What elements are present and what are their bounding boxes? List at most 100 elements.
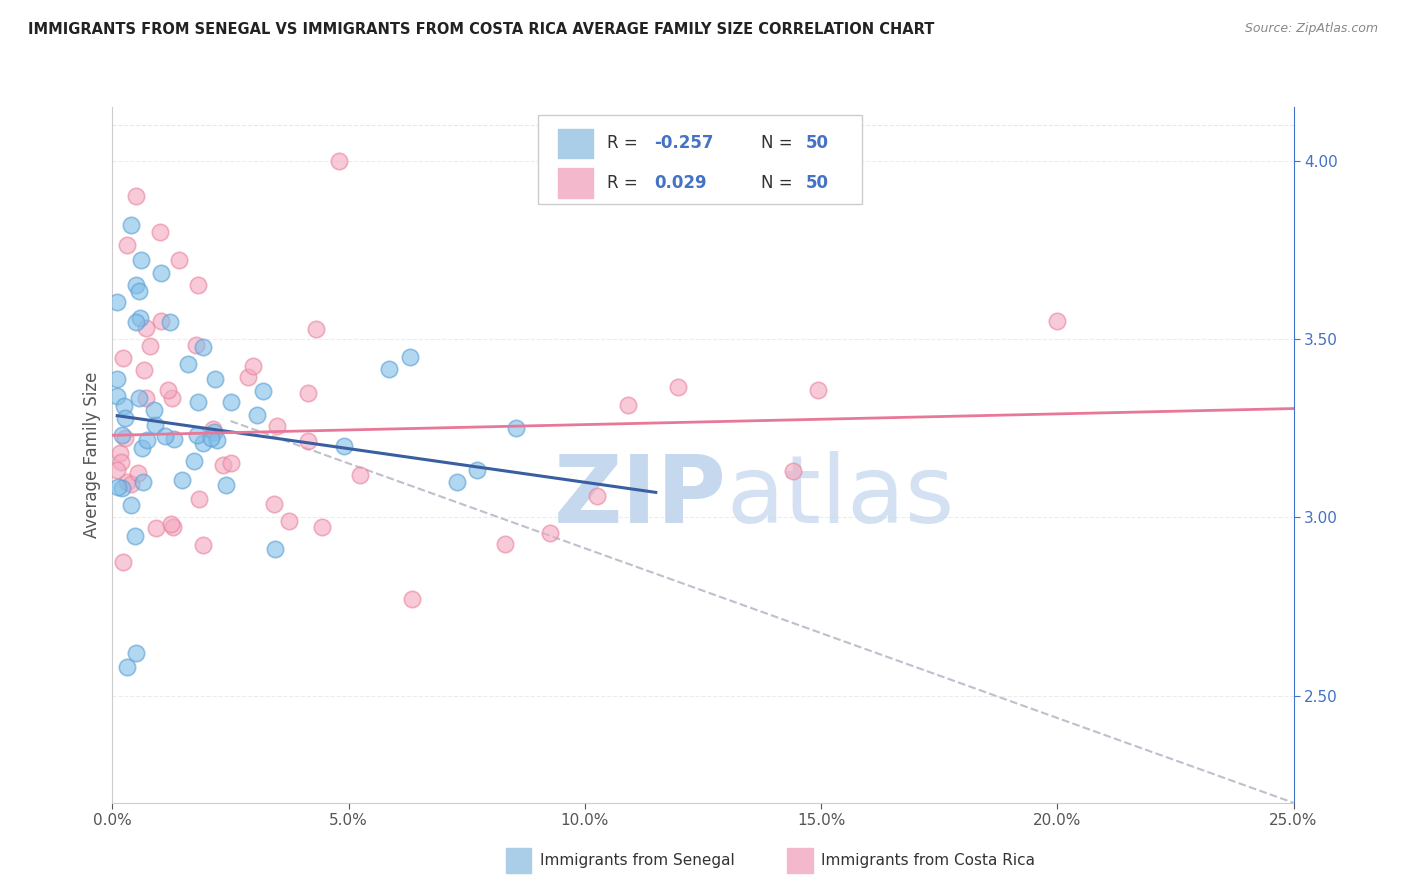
Point: [186, 278, 208, 293]
Text: R =: R =: [607, 135, 644, 153]
Point: [219, 394, 242, 409]
Point: [238, 370, 260, 384]
Point: [112, 399, 135, 413]
Point: [263, 497, 285, 511]
Point: [150, 266, 173, 280]
Point: [160, 391, 183, 405]
Text: R =: R =: [607, 174, 644, 192]
Text: IMMIGRANTS FROM SENEGAL VS IMMIGRANTS FROM COSTA RICA AVERAGE FAMILY SIZE CORREL: IMMIGRANTS FROM SENEGAL VS IMMIGRANTS FR…: [28, 22, 935, 37]
Point: [120, 476, 142, 491]
Point: [191, 538, 214, 552]
Point: [120, 218, 142, 232]
Point: [105, 372, 128, 386]
Point: [149, 314, 172, 328]
Text: 50: 50: [806, 174, 828, 192]
Text: Immigrants from Senegal: Immigrants from Senegal: [540, 854, 735, 868]
Point: [305, 322, 328, 336]
Point: [162, 520, 184, 534]
Point: [183, 453, 205, 467]
Point: [1046, 314, 1069, 328]
Point: [219, 456, 242, 470]
Point: [143, 402, 166, 417]
Point: [170, 473, 193, 487]
Point: [105, 389, 128, 403]
Point: [111, 482, 134, 496]
Text: Immigrants from Costa Rica: Immigrants from Costa Rica: [821, 854, 1035, 868]
Point: [115, 238, 138, 252]
Text: N =: N =: [761, 135, 797, 153]
Point: [202, 425, 225, 439]
Point: [311, 519, 333, 533]
Point: [111, 555, 134, 569]
Point: [266, 418, 288, 433]
Point: [211, 458, 233, 472]
Point: [117, 475, 139, 490]
Point: [114, 431, 136, 445]
Point: [186, 428, 208, 442]
Point: [187, 395, 209, 409]
Point: [806, 383, 828, 397]
Point: [125, 646, 148, 660]
Point: [246, 408, 269, 422]
Text: 0.029: 0.029: [655, 174, 707, 192]
FancyBboxPatch shape: [537, 115, 862, 204]
Point: [131, 475, 153, 490]
Point: [378, 361, 401, 376]
Point: [263, 541, 285, 556]
Bar: [558, 128, 593, 158]
Point: [215, 477, 238, 491]
Point: [129, 311, 152, 326]
Point: [193, 340, 215, 354]
Point: [107, 480, 129, 494]
Point: [204, 371, 226, 385]
Point: [187, 492, 209, 507]
Point: [127, 466, 149, 480]
Point: [111, 351, 134, 365]
Text: N =: N =: [761, 174, 797, 192]
Point: [399, 350, 422, 364]
Text: Source: ZipAtlas.com: Source: ZipAtlas.com: [1244, 22, 1378, 36]
Point: [252, 384, 274, 398]
Point: [125, 278, 148, 293]
Point: [153, 429, 176, 443]
Point: [125, 189, 148, 203]
Point: [145, 521, 167, 535]
Point: [177, 357, 200, 371]
Point: [328, 153, 350, 168]
Point: [160, 516, 183, 531]
Point: [585, 489, 607, 503]
Text: atlas: atlas: [727, 450, 955, 542]
Point: [138, 339, 160, 353]
Point: [201, 422, 224, 436]
Point: [134, 320, 156, 334]
Point: [349, 468, 371, 483]
Point: [297, 386, 319, 401]
Point: [125, 314, 148, 328]
Point: [333, 439, 356, 453]
Point: [297, 434, 319, 448]
Text: -0.257: -0.257: [655, 135, 714, 153]
Point: [494, 537, 516, 551]
Point: [465, 463, 488, 477]
Point: [156, 383, 179, 397]
Text: 50: 50: [806, 135, 828, 153]
Point: [446, 475, 468, 489]
Point: [207, 433, 229, 447]
Point: [120, 498, 142, 512]
Point: [110, 455, 132, 469]
Point: [200, 431, 222, 445]
Point: [105, 463, 128, 477]
Point: [538, 526, 561, 541]
Point: [135, 392, 157, 406]
Point: [110, 428, 132, 442]
Text: ZIP: ZIP: [554, 450, 727, 542]
Point: [401, 592, 423, 607]
Point: [278, 514, 301, 528]
Point: [136, 433, 159, 447]
Point: [149, 225, 172, 239]
Point: [105, 294, 128, 309]
Point: [666, 379, 689, 393]
Point: [616, 398, 638, 412]
Point: [184, 338, 207, 352]
Point: [128, 391, 150, 405]
